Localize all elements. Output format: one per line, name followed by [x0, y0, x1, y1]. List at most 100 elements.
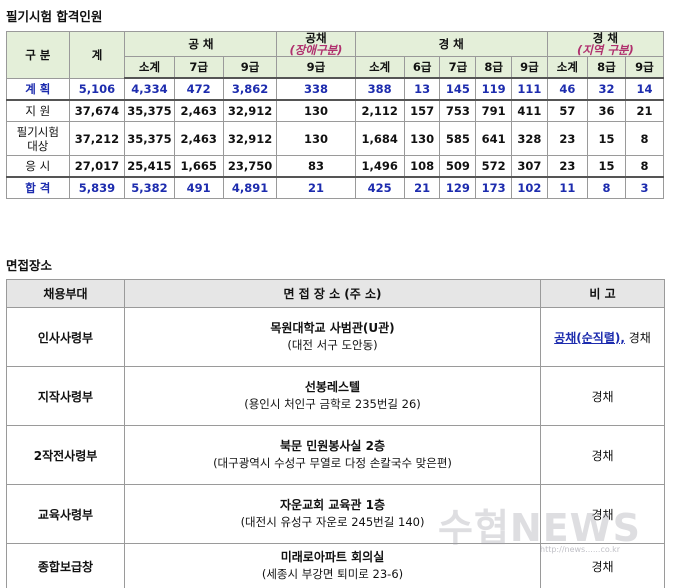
cell-value: 13	[404, 78, 440, 100]
cell-value: 130	[404, 122, 440, 156]
note-link[interactable]: 공채(순직렬),	[554, 331, 625, 345]
cell-value: 15	[587, 122, 625, 156]
cell-value: 4,891	[223, 177, 277, 199]
cell-value: 23	[547, 156, 587, 178]
cell-value: 411	[511, 100, 547, 122]
cell-value: 23	[547, 122, 587, 156]
watermark-url: http://news......co.kr	[540, 545, 620, 554]
sub-header: 6급	[404, 57, 440, 79]
sub-header: 9급	[625, 57, 663, 79]
cell-value: 119	[476, 78, 512, 100]
cell-value: 328	[511, 122, 547, 156]
cell-value: 157	[404, 100, 440, 122]
dept-name: 종합보급창	[7, 544, 125, 588]
location-address: (대구광역시 수성구 무열로 다정 손칼국수 맞은편)	[125, 455, 540, 472]
cell-value: 21	[625, 100, 663, 122]
cell-value: 21	[404, 177, 440, 199]
cell-value: 111	[511, 78, 547, 100]
dept-name: 교육사령부	[7, 485, 125, 544]
cell-value: 35,375	[125, 122, 174, 156]
cell-value: 1,684	[355, 122, 404, 156]
header-note: 비 고	[541, 280, 665, 308]
cell-value: 37,674	[69, 100, 125, 122]
cell-value: 14	[625, 78, 663, 100]
cell-value: 83	[277, 156, 355, 178]
header-gubun: 구 분	[7, 32, 70, 79]
cell-value: 145	[440, 78, 476, 100]
cell-value: 2,112	[355, 100, 404, 122]
cell-value: 46	[547, 78, 587, 100]
location-name: 목원대학교 사범관(U관)	[125, 320, 540, 337]
location-address: (대전 서구 도안동)	[125, 337, 540, 354]
note-text: 경채	[591, 390, 613, 404]
cell-value: 27,017	[69, 156, 125, 178]
sub-header: 9급	[223, 57, 277, 79]
cell-value: 108	[404, 156, 440, 178]
dept-name: 지작사령부	[7, 367, 125, 426]
cell-value: 1,665	[174, 156, 223, 178]
cell-value: 36	[587, 100, 625, 122]
cell-value: 641	[476, 122, 512, 156]
interview-header-row: 채용부대 면 접 장 소 (주 소) 비 고	[7, 280, 665, 308]
note-cell: 공채(순직렬), 경채	[541, 308, 665, 367]
header-total: 계	[69, 32, 125, 79]
note-cell: 경채	[541, 367, 665, 426]
watermark-logo: 수협NEWS	[438, 497, 641, 552]
note-cell: 경채	[541, 426, 665, 485]
cell-value: 5,382	[125, 177, 174, 199]
sub-header: 7급	[440, 57, 476, 79]
sub-header: 8급	[587, 57, 625, 79]
cell-value: 425	[355, 177, 404, 199]
cell-value: 3	[625, 177, 663, 199]
sub-header: 9급	[277, 57, 355, 79]
cell-value: 102	[511, 177, 547, 199]
cell-value: 57	[547, 100, 587, 122]
dept-name: 2작전사령부	[7, 426, 125, 485]
cell-value: 130	[277, 122, 355, 156]
section-title-interview: 면접장소	[6, 255, 52, 274]
cell-value: 173	[476, 177, 512, 199]
header-regional: 경 채 (지역 구분)	[547, 32, 663, 57]
cell-value: 472	[174, 78, 223, 100]
cell-value: 129	[440, 177, 476, 199]
cell-value: 8	[625, 122, 663, 156]
cell-value: 753	[440, 100, 476, 122]
location-address: (세종시 부강면 퇴미로 23-6)	[125, 566, 540, 583]
cell-value: 32,912	[223, 100, 277, 122]
note-text: 경채	[591, 560, 613, 574]
cell-value: 585	[440, 122, 476, 156]
cell-value: 509	[440, 156, 476, 178]
cell-value: 3,862	[223, 78, 277, 100]
cell-value: 32,912	[223, 122, 277, 156]
cell-value: 32	[587, 78, 625, 100]
location-cell: 북문 민원봉사실 2층(대구광역시 수성구 무열로 다정 손칼국수 맞은편)	[125, 426, 541, 485]
sub-header: 소계	[547, 57, 587, 79]
cell-value: 572	[476, 156, 512, 178]
note-text: 경채	[591, 449, 613, 463]
cell-value: 23,750	[223, 156, 277, 178]
header-gongchae: 공 채	[125, 32, 277, 57]
header-disabled-line2: (장애구분)	[290, 43, 343, 57]
cell-value: 2,463	[174, 100, 223, 122]
note-text: 경채	[625, 331, 651, 345]
cell-value: 5,106	[69, 78, 125, 100]
cell-value: 388	[355, 78, 404, 100]
sub-header: 9급	[511, 57, 547, 79]
cell-value: 8	[625, 156, 663, 178]
location-name: 북문 민원봉사실 2층	[125, 438, 540, 455]
header-gyeongchae: 경 채	[355, 32, 547, 57]
dept-name: 인사사령부	[7, 308, 125, 367]
header-regional-line2: (지역 구분)	[577, 43, 634, 57]
location-address: (용인시 처인구 금학로 235번길 26)	[125, 396, 540, 413]
cell-value: 35,375	[125, 100, 174, 122]
row-label: 필기시험 대상	[7, 122, 70, 156]
cell-value: 2,463	[174, 122, 223, 156]
row-label: 합 격	[7, 177, 70, 199]
header-disabled: 공채 (장애구분)	[277, 32, 355, 57]
